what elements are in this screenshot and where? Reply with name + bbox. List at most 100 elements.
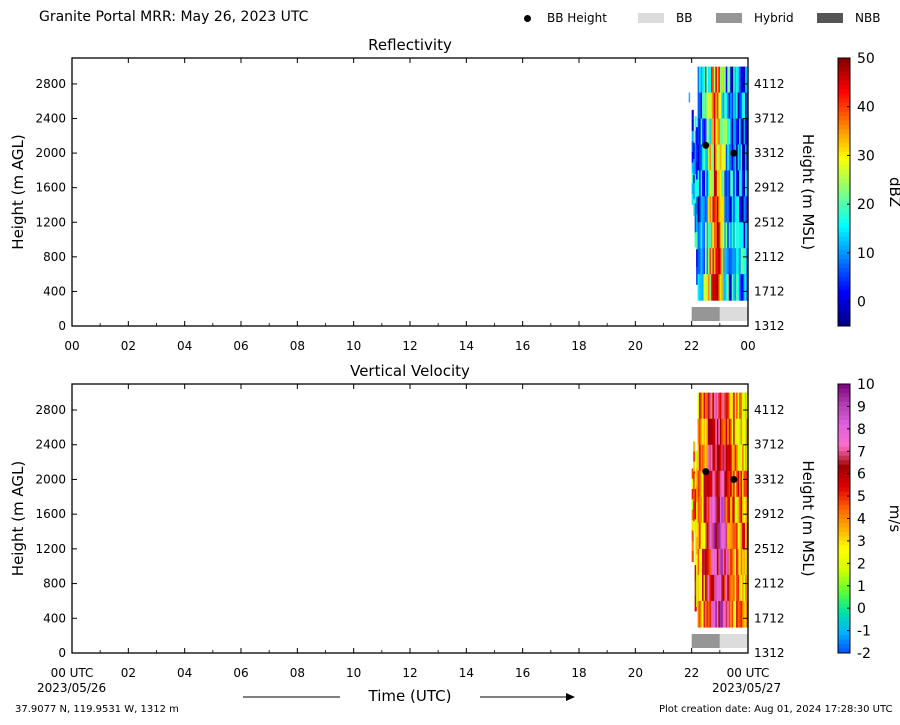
- panel1-x-tick-label: 18: [571, 339, 586, 353]
- panel1-heatmap-cell: [699, 274, 702, 301]
- panel1-heatmap-cell: [706, 196, 709, 223]
- panel2-colorbar-segment: [838, 527, 850, 533]
- panel1-heatmap-cell: [697, 144, 700, 171]
- panel2-y-axis-label: Height (m AGL): [9, 461, 27, 576]
- panel2-heatmap-cell: [710, 470, 714, 498]
- panel2-heatmap-cell: [715, 548, 718, 576]
- panel2-heatmap-cell: [719, 470, 722, 498]
- panel1-heatmap-cell: [706, 92, 709, 120]
- legend-bb: BB: [638, 11, 692, 25]
- panel2-heatmap-cell: [697, 444, 700, 472]
- panel1-heatmap-cell: [716, 66, 719, 94]
- panel1-heatmap-cell: [696, 214, 699, 233]
- panel2-heatmap-cell: [703, 392, 706, 420]
- panel2-bb-height-point: [730, 475, 738, 483]
- panel1-colorbar-segment: [838, 75, 850, 81]
- panel1-heatmap-cell: [703, 274, 706, 301]
- panel1-y2-tick-label: 2912: [754, 181, 785, 195]
- panel1-colorbar-segment: [838, 281, 850, 287]
- panel2-colorbar-segment: [838, 442, 850, 448]
- panel2-heatmap-cell: [721, 470, 724, 498]
- panel1-heatmap-cell: [712, 118, 715, 146]
- panel1-colorbar-segment: [838, 165, 850, 171]
- panel1-heatmap-cell: [705, 118, 708, 146]
- panel2-heatmap-cell: [713, 444, 716, 472]
- panel1-heatmap-cell: [694, 174, 697, 190]
- panel1-colorbar-segment: [838, 80, 850, 86]
- panel1-heatmap-cell: [710, 170, 714, 197]
- panel2-heatmap-cell: [734, 522, 737, 550]
- panel2-heatmap-cell: [722, 600, 725, 628]
- panel1-heatmap-cell: [731, 196, 734, 223]
- panel2-y2-tick-label: 3712: [754, 438, 785, 452]
- panel2-heatmap-cell: [706, 548, 709, 576]
- panel2-x-tick-label: 04: [177, 666, 192, 680]
- panel1-heatmap-cell: [699, 222, 702, 249]
- panel1-colorbar-segment: [838, 263, 850, 269]
- panel2-heatmap-cell: [700, 496, 703, 524]
- panel2-heatmap-cell: [730, 444, 733, 472]
- panel1-heatmap-cell: [745, 144, 748, 171]
- panel2-heatmap-cell: [699, 418, 702, 446]
- panel1-heatmap-cell: [718, 170, 721, 197]
- panel2-heatmap-cell: [745, 496, 748, 524]
- panel2-heatmap-cell: [742, 496, 745, 524]
- panel1-heatmap-cell: [740, 118, 743, 146]
- panel1-heatmap-cell: [688, 92, 691, 103]
- panel2-heatmap-cell: [740, 548, 743, 576]
- panel2-heatmap-cell: [722, 522, 725, 550]
- panel1-heatmap-cell: [722, 222, 725, 249]
- panel1-colorbar-segment: [838, 111, 850, 117]
- panel2-y-tick-label: 1200: [35, 542, 66, 556]
- panel2-colorbar-tick-label: -2: [857, 646, 871, 662]
- panel1-heatmap-cell: [707, 274, 711, 301]
- panel2-y2-axis-label: Height (m MSL): [799, 460, 817, 576]
- panel1-colorbar-segment: [838, 236, 850, 242]
- panel1-heatmap-cell: [725, 66, 728, 94]
- panel2-heatmap-cell: [719, 548, 722, 576]
- panel2-heatmap-cell: [733, 496, 736, 524]
- panel2-heatmap-cell: [739, 496, 742, 524]
- panel1-colorbar-segment: [838, 98, 850, 104]
- panel2-heatmap-cell: [725, 522, 728, 550]
- panel2-heatmap-cell: [725, 418, 728, 446]
- panel1-heatmap-cell: [696, 127, 699, 146]
- panel2-heatmap-cell: [699, 522, 702, 550]
- panel2-heatmap-cell: [725, 392, 728, 420]
- legend-bb-height-marker: [524, 14, 531, 22]
- panel2-colorbar-segment: [838, 397, 850, 403]
- panel1-colorbar-segment: [838, 116, 850, 122]
- panel1-heatmap-cell: [700, 66, 703, 94]
- panel2-bb-type-bar-segment: [691, 634, 720, 648]
- panel1-colorbar-segment: [838, 250, 850, 256]
- panel1-heatmap-cell: [743, 222, 746, 249]
- panel1-colorbar-segment: [838, 66, 850, 72]
- panel1-heatmap-cell: [702, 222, 705, 249]
- panel2-heatmap-cell: [742, 470, 745, 498]
- panel2-y2-tick-label: 1312: [754, 646, 785, 660]
- panel1-heatmap-cell: [697, 118, 700, 146]
- panel1-heatmap-cell: [736, 66, 739, 94]
- panel1-colorbar-segment: [838, 160, 850, 166]
- panel1-heatmap-cell: [722, 144, 725, 171]
- panel2-colorbar-segment: [838, 433, 850, 439]
- panel2-colorbar-segment: [838, 509, 850, 515]
- panel2-colorbar-segment: [838, 567, 850, 573]
- footer-creation-date: Plot creation date: Aug 01, 2024 17:28:3…: [659, 704, 893, 715]
- panel2-heatmap-cell: [710, 418, 714, 446]
- panel1-y2-tick-label: 4112: [754, 77, 785, 91]
- panel2-colorbar-segment: [838, 464, 850, 470]
- panel1-heatmap-cell: [713, 274, 716, 301]
- panel2-heatmap-cell: [713, 548, 716, 576]
- panel2-y-tick-label: 0: [58, 646, 66, 660]
- panel1-heatmap-cell: [691, 141, 694, 153]
- panel2-heatmap-cell: [724, 600, 727, 628]
- panel1-heatmap-cell: [718, 274, 721, 301]
- panel2-heatmap-cell: [721, 392, 724, 420]
- legend-hybrid: Hybrid: [716, 11, 794, 25]
- panel2-bb-height-point: [702, 468, 710, 476]
- panel1-heatmap-cell: [721, 170, 724, 197]
- panel2-heatmap-cell: [715, 418, 718, 446]
- panel1-x-tick-label: 10: [346, 339, 361, 353]
- panel1-heatmap-cell: [737, 66, 740, 94]
